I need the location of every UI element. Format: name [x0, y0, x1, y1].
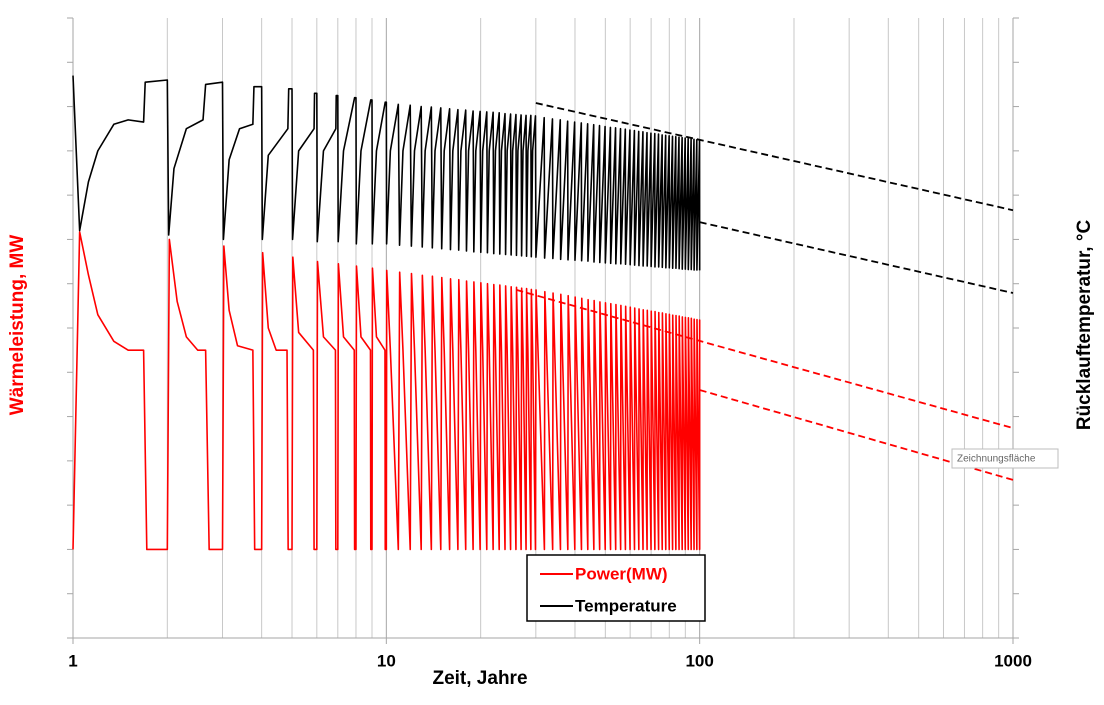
legend-label: Power(MW) [575, 564, 668, 583]
trend-line [516, 289, 1014, 429]
legend-box [526, 554, 706, 622]
x-tick-label: 1000 [994, 651, 1032, 670]
tooltip: Zeichnungsfläche [957, 454, 1036, 465]
y2-axis-label: Rücklauftemperatur, °C [1074, 220, 1095, 431]
legend: Power(MW) Temperature [526, 554, 706, 622]
tooltip-box [951, 448, 1059, 469]
y-axis-label: Wärmeleistung, MW [7, 235, 28, 416]
x-tick-label: 100 [685, 651, 713, 670]
trend-line [699, 221, 1014, 294]
x-tick-label: 1 [68, 651, 77, 670]
series-line [72, 75, 701, 271]
x-tick-label: 10 [377, 651, 396, 670]
legend-label: Temperature [575, 596, 677, 615]
series-line [72, 231, 701, 551]
x-axis-label: Zeit, Jahre [432, 668, 527, 689]
trend-line [535, 102, 1014, 212]
